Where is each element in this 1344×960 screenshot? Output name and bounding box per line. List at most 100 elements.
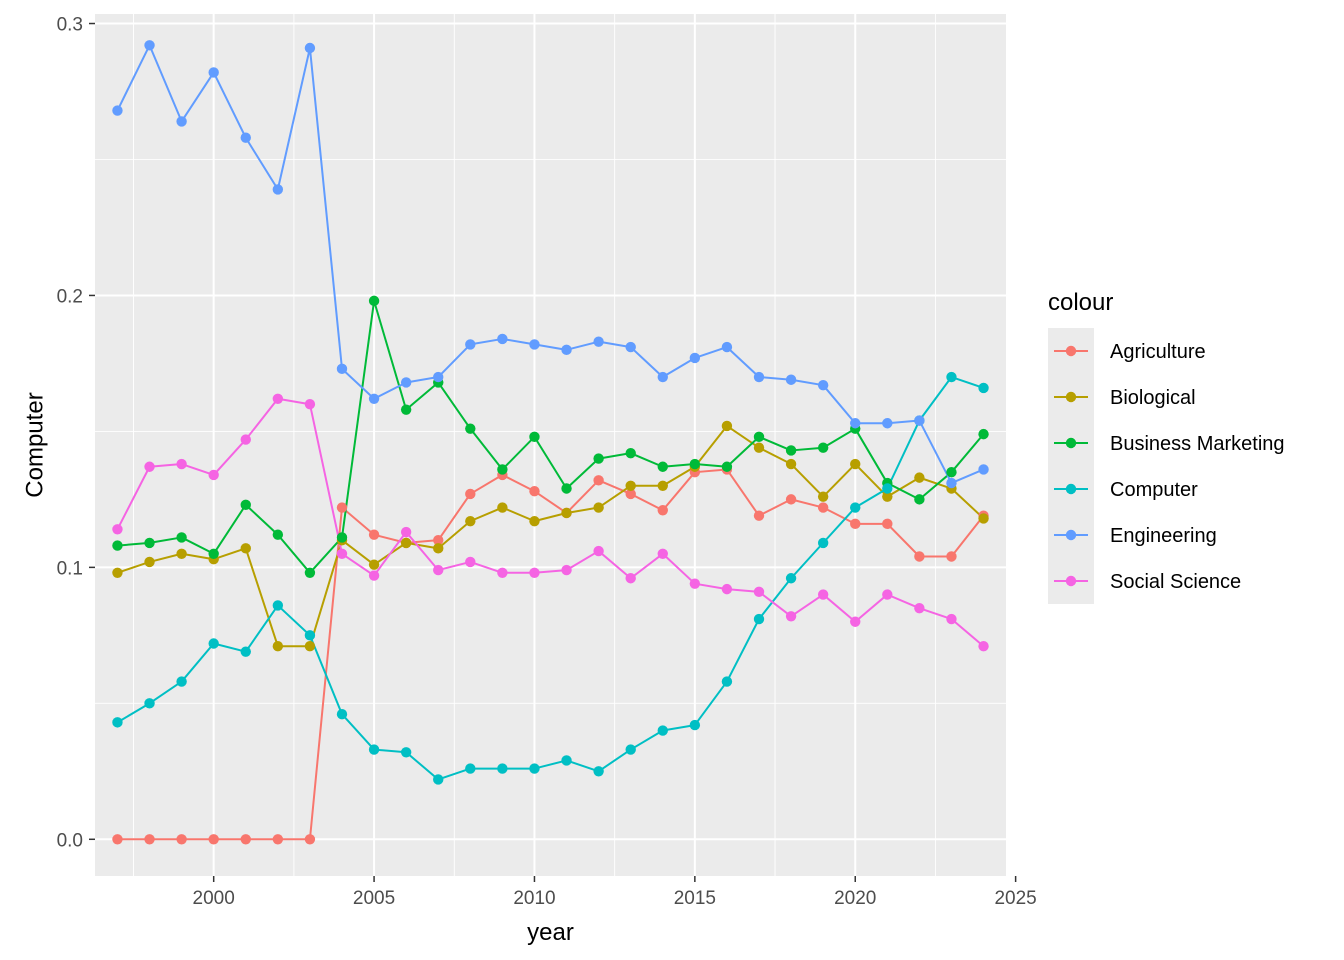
data-point-computer [240, 646, 251, 657]
data-point-social-science [529, 567, 540, 579]
data-point-social-science [850, 616, 861, 627]
y-tick-label: 0.1 [57, 558, 83, 579]
data-point-computer [593, 766, 604, 777]
data-point-agriculture [144, 834, 155, 845]
data-point-business-marketing [529, 431, 540, 443]
data-point-social-science [882, 589, 893, 600]
data-point-biological [465, 515, 476, 527]
data-point-biological [817, 491, 829, 502]
data-point-social-science [785, 611, 797, 622]
data-point-engineering [465, 339, 476, 350]
y-axis-title: Computer [21, 392, 48, 497]
data-point-business-marketing [657, 461, 668, 472]
data-point-agriculture [336, 502, 348, 513]
data-point-agriculture [946, 551, 957, 562]
data-point-engineering [882, 418, 893, 429]
data-point-computer [400, 747, 412, 758]
data-point-engineering [785, 374, 797, 385]
data-point-engineering [978, 464, 989, 475]
legend: colour Agriculture Biological Business Mar… [1048, 289, 1285, 604]
data-point-engineering [753, 371, 765, 383]
data-point-engineering [721, 341, 733, 353]
data-point-social-science [946, 613, 957, 625]
data-point-engineering [657, 371, 668, 383]
legend-key-point-engineering [1065, 529, 1077, 541]
data-point-biological [721, 420, 733, 432]
data-point-social-science [272, 393, 284, 404]
y-tick-label: 0.2 [57, 286, 83, 307]
data-point-business-marketing [561, 483, 572, 494]
legend-items: Agriculture Biological Business Marketing C… [1054, 341, 1285, 593]
data-point-business-marketing [112, 540, 123, 551]
data-point-business-marketing [176, 532, 187, 543]
legend-key-point-agriculture [1065, 345, 1077, 357]
y-tick-label: 0.3 [57, 15, 83, 36]
data-point-biological [240, 543, 251, 554]
data-point-computer [785, 573, 797, 584]
data-point-business-marketing [336, 532, 348, 543]
data-point-computer [753, 613, 765, 625]
data-point-agriculture [529, 486, 540, 497]
x-axis-ticks: 2000 2005 2010 2015 2020 2025 [193, 876, 1037, 909]
data-point-social-science [144, 461, 155, 472]
data-point-business-marketing [304, 567, 316, 579]
data-point-business-marketing [144, 537, 155, 549]
data-point-agriculture [112, 834, 123, 845]
data-point-business-marketing [689, 458, 701, 470]
data-point-engineering [400, 377, 412, 388]
data-point-social-science [657, 548, 668, 559]
data-point-business-marketing [240, 499, 251, 511]
data-point-social-science [368, 570, 380, 581]
data-point-computer [368, 744, 380, 755]
data-point-agriculture [368, 529, 380, 540]
data-point-engineering [304, 42, 316, 54]
data-point-social-science [208, 469, 219, 481]
data-point-biological [368, 559, 380, 570]
data-point-agriculture [240, 834, 251, 845]
data-point-social-science [753, 586, 765, 598]
legend-label-social-science: Social Science [1110, 571, 1241, 593]
data-point-engineering [433, 371, 444, 383]
legend-label-business-marketing: Business Marketing [1110, 433, 1285, 455]
data-point-engineering [240, 132, 251, 143]
data-point-computer [304, 630, 316, 641]
y-axis-ticks: 0.0 0.1 0.2 0.3 [57, 15, 95, 851]
data-point-computer [529, 763, 540, 774]
data-point-business-marketing [817, 442, 829, 453]
data-point-engineering [176, 116, 187, 127]
data-point-computer [946, 371, 957, 383]
x-tick-label: 2010 [513, 888, 555, 909]
data-point-engineering [208, 67, 219, 78]
data-point-engineering [336, 363, 348, 375]
data-point-computer [433, 774, 444, 785]
data-point-engineering [272, 184, 284, 195]
data-point-engineering [112, 105, 123, 116]
data-point-biological [272, 641, 284, 652]
data-point-engineering [497, 333, 508, 345]
data-point-computer [336, 709, 348, 720]
data-point-computer [497, 763, 508, 774]
data-point-engineering [817, 379, 829, 391]
data-point-biological [112, 567, 123, 579]
data-point-business-marketing [593, 453, 604, 464]
data-point-computer [817, 537, 829, 549]
data-point-computer [882, 483, 893, 494]
data-point-computer [176, 676, 187, 687]
legend-label-biological: Biological [1110, 387, 1196, 409]
data-point-business-marketing [400, 404, 412, 415]
data-point-agriculture [465, 488, 476, 500]
data-point-agriculture [882, 518, 893, 530]
data-point-computer [112, 717, 123, 728]
data-point-agriculture [304, 834, 316, 845]
data-point-business-marketing [272, 529, 284, 540]
legend-label-agriculture: Agriculture [1110, 341, 1206, 363]
data-point-agriculture [272, 834, 284, 845]
data-point-business-marketing [946, 466, 957, 478]
legend-label-engineering: Engineering [1110, 525, 1217, 547]
data-point-business-marketing [465, 423, 476, 434]
data-point-engineering [368, 393, 380, 404]
series-line-computer [116, 376, 984, 781]
data-point-social-science [721, 583, 733, 595]
data-point-social-science [914, 602, 925, 614]
